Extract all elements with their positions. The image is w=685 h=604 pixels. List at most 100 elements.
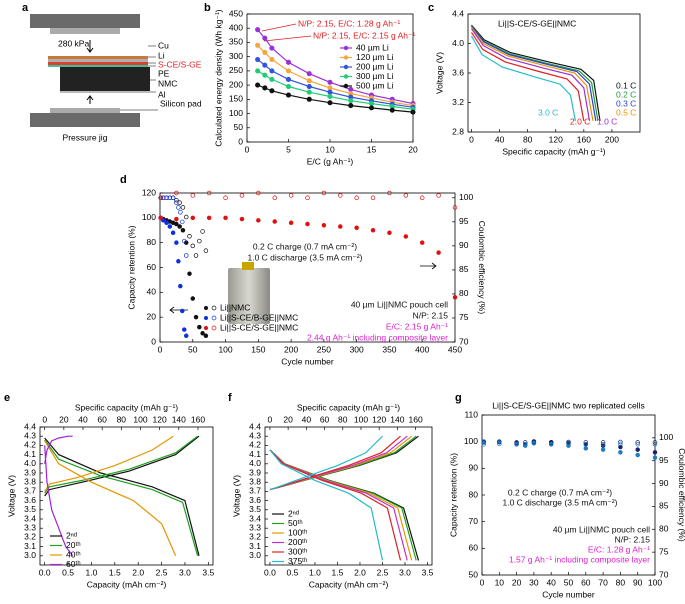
y-tick-label: 350 [229,37,243,47]
data-point [187,271,192,276]
x2-tick-label: 100 [354,414,368,424]
legend-marker [211,305,217,311]
pad-bottom [50,108,120,113]
data-point [600,447,606,452]
data-point [321,223,327,228]
legend-label: 500 µm Li [356,80,394,90]
legend-label: 0.3 C [616,98,636,108]
data-point [187,234,192,239]
plot-frame [264,426,433,566]
x-tick-label: 0 [480,577,485,587]
y-tick-label: 3.8 [249,476,261,486]
y2-axis-label: Coulombic efficiency (%) [477,221,487,315]
y-tick-label: 3.7 [249,486,261,496]
x-tick-label: 350 [382,344,396,354]
data-point [176,205,181,210]
legend-label: 50ᵗʰ [288,518,303,528]
data-point [161,218,166,223]
data-point [514,442,519,447]
y2-tick-label: 90 [459,240,469,250]
y-axis-label: Capacity retention (%) [126,225,136,309]
y-tick-label: 120 [142,187,156,197]
legend-label: 2.0 C [570,116,590,126]
y-tick-label: 100 [464,436,478,446]
pressure-arrows [86,40,94,104]
x-axis-label: Capacity (mAh cm⁻²) [309,579,389,589]
data-point [327,85,333,91]
legend-label: 0.1 C [616,80,636,90]
x-tick-label: 0.0 [264,567,276,577]
x-tick-label: 15 [367,144,377,154]
data-point [176,259,181,264]
x-tick-label: 90 [633,577,643,587]
y-tick-label: 3.3 [249,522,261,532]
y-tick-label: 0 [238,136,243,146]
data-point [497,439,502,445]
data-point [288,193,294,198]
y-tick-label: 4.1 [24,449,36,459]
y-tick-label: 60 [147,262,157,272]
data-point [618,450,623,455]
data-point [321,190,327,196]
data-point [583,446,589,451]
x-tick-label: 5 [286,144,291,154]
data-point [419,240,425,245]
data-point [618,444,623,450]
y-tick-label: 3.6 [452,67,464,77]
data-point [403,193,409,198]
y2-tick-label: 95 [459,216,469,226]
x2-tick-label: 120 [153,414,167,424]
annotation: 1.0 C discharge (3.5 mA cm⁻²) [247,252,362,262]
y2-tick-label: 70 [459,336,469,346]
layer-label: Cu [158,40,169,50]
layer-label: Li [158,50,165,60]
legend-marker [343,45,349,51]
data-point [174,197,179,203]
data-point [452,295,458,300]
x2-tick-label: 0 [268,414,273,424]
data-point [269,68,275,74]
x2-tick-label: 40 [78,414,88,424]
data-point [180,205,186,210]
x-tick-label: 70 [598,577,608,587]
data-point [174,221,179,227]
series-line [257,84,414,113]
data-point [223,215,228,221]
data-point [652,455,658,460]
series-line [257,29,414,105]
data-point [583,442,589,447]
data-point [170,230,176,235]
y-tick-label: 150 [229,94,243,104]
data-point [452,205,458,210]
x-tick-label: 50 [188,344,198,354]
data-point [288,220,294,226]
jig-bottom [30,113,140,127]
x-tick-label: 120 [549,134,563,144]
y-tick-label: 4.3 [249,430,261,440]
annotation: N/P: 2.15 [615,534,651,544]
al-layer [60,91,150,93]
x-tick-label: 100 [648,577,662,587]
y2-tick-label: 100 [659,432,673,442]
legend-label: 200ᵗʰ [288,537,307,547]
legend-label: Li||S-CE/S-GE||NMC [220,322,298,332]
y-tick-label: 90 [469,463,479,473]
data-point [200,229,205,234]
legend-label: 2ⁿᵈ [288,508,299,518]
x-tick-label: 100 [218,344,232,354]
y-axis-label: Voltage (V) [434,52,444,94]
y-tick-label: 3.0 [24,550,36,560]
x-tick-label: 3.0 [399,567,411,577]
x2-tick-label: 60 [97,414,107,424]
legend-label: 120 µm Li [356,52,394,62]
data-point [348,103,354,109]
pe-layer [48,65,148,67]
annotation: 2.44 g Ah⁻¹ including composite layer [307,332,448,342]
li-layer [48,59,148,62]
x-axis-label: Specific capacity (mAh g⁻¹) [502,146,605,156]
data-point [197,238,202,244]
data-point [158,195,163,201]
x-tick-label: 250 [317,344,331,354]
legend-label: 0.2 C [616,89,636,99]
x-tick-label: 1.0 [86,567,98,577]
